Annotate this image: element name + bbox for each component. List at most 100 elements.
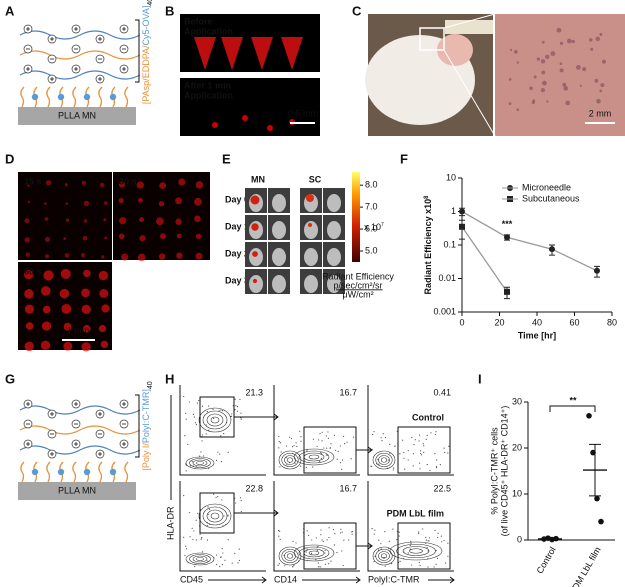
event [445,562,447,564]
event [419,452,422,455]
event [320,534,322,536]
contour [375,452,393,468]
y-tick-label: 0.01 [438,273,456,283]
event [221,410,224,412]
arrow [356,446,373,454]
event [324,549,326,552]
event [384,531,386,533]
ligand [20,461,25,483]
event [380,437,382,439]
gate-value: 16.7 [339,387,357,397]
event [337,450,339,452]
event [286,464,288,466]
event [217,495,219,498]
event [426,434,428,437]
panel-label: D [5,151,14,166]
event [277,564,279,566]
x-tick-label: Control [535,545,558,575]
event [219,565,221,568]
contour [378,455,390,465]
ligand [46,86,51,108]
event [407,459,409,461]
event [383,556,385,559]
event [296,445,298,448]
plot-axis [367,385,454,476]
event [436,557,439,559]
event [220,460,222,463]
event [324,552,326,554]
event [396,539,398,541]
event [418,532,420,534]
contour [303,452,325,462]
micro-deposit [194,197,202,206]
event [219,453,221,455]
event [236,406,239,408]
event [346,441,348,443]
mouse-image [304,221,318,239]
charge-sign [98,452,102,456]
micro-deposit [118,198,124,204]
mouse-image [272,221,286,239]
event [215,496,217,499]
contour [192,459,208,467]
event [320,452,322,455]
gate-value: 21.3 [245,387,263,397]
micro-deposit [27,200,31,204]
charge-sign [98,37,102,41]
mouse-image [272,248,286,266]
event [318,439,320,441]
event [199,455,201,457]
event [198,399,200,402]
y-tick-label: 0.001 [433,306,456,316]
contour [389,541,443,561]
event [212,408,214,410]
event [218,410,220,412]
mouse-image [327,194,341,212]
flow-plot: 21.3 [179,385,279,476]
event [185,470,187,472]
image [18,172,112,260]
multiplier-part: 7 [381,222,384,228]
event [325,447,328,449]
event [326,539,328,541]
skin-spot [514,50,518,54]
panel-label: H [165,371,174,386]
event [279,466,281,468]
needle-signal [242,115,248,121]
event [215,459,218,461]
event [334,533,336,535]
flow-plot: 22.8 [179,481,279,572]
micro-deposit [99,289,109,298]
event [285,445,288,447]
event [292,540,294,543]
event [206,539,209,541]
event [439,464,441,466]
event [347,539,350,541]
event [443,447,445,449]
event [413,443,415,446]
zoom-line [443,49,496,137]
event [398,531,400,533]
image-text: Application [184,26,233,36]
panel-label: B [165,3,174,18]
event [325,435,328,437]
charge-sign [26,67,30,71]
event [188,512,191,514]
panel-label: G [5,371,15,386]
event [434,453,436,455]
event [411,564,413,566]
micro-deposit [45,254,50,259]
contour [210,416,220,424]
layer [19,30,141,40]
contour [293,544,335,562]
event [194,565,196,568]
event [205,424,207,426]
sem-bar [544,537,556,540]
event [319,432,321,435]
charge-sign [74,67,78,71]
layer-label-part: Cy5-OVA] [141,6,151,46]
micro-deposit [81,304,91,314]
event [217,451,219,453]
point [594,495,600,502]
event [239,398,241,400]
